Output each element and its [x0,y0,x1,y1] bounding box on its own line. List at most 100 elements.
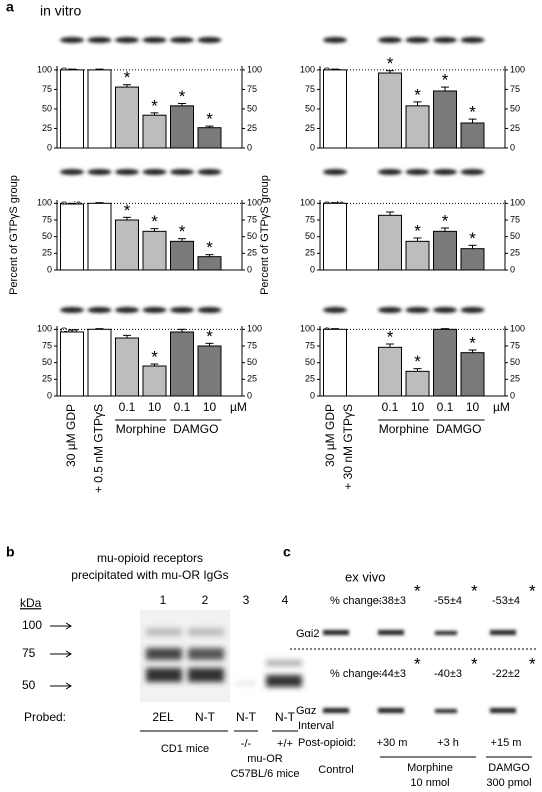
change: -44±3 [378,668,406,680]
blot-band [378,307,402,313]
y-tick-label: 0 [47,264,52,274]
significance-star: * [151,347,158,366]
y2-tick-label: 25 [510,374,520,384]
y2-tick-label: 25 [247,248,257,258]
blot-band [460,169,485,175]
blot-band [87,169,112,175]
significance-star: * [124,201,131,220]
y2-tick-label: 100 [510,64,525,74]
significance-star: * [414,85,421,104]
bar [87,328,112,397]
x-tick-label: 10 [203,400,217,414]
x-tick-label: 0.1 [119,400,136,414]
significance-star: * [469,333,476,352]
probe: N-T [195,710,216,724]
kda-label: kDa [20,596,42,610]
y2-tick-label: 0 [510,264,515,274]
y-axis-label: Percent of GTPγS group [8,175,20,295]
blot-band [142,307,167,313]
lane-number: 4 [282,593,289,607]
y-tick-label: 75 [42,84,52,94]
interval: +15 m [491,737,522,749]
blot-band [115,169,139,175]
y2-tick-label: 0 [247,390,252,400]
lane-number: 2 [202,593,209,607]
change-label: % change: [330,595,382,607]
y2-tick-label: 50 [247,357,257,367]
y2-tick-label: 100 [247,324,262,334]
blot-bands [323,630,516,713]
probe: N-T [236,710,257,724]
panel-title: in vitro [40,3,81,19]
control-label: 30 µM GDP [323,404,337,467]
blot-band [115,37,139,43]
unit-label: µM [493,400,510,414]
star: * [471,581,478,600]
bar [405,105,430,149]
panel-title: precipitated with mu-OR IgGs [71,568,228,582]
probed-label: Probed: [24,710,66,724]
change: -22±2 [492,668,520,680]
significance-star: * [442,71,449,90]
y-tick-label: 100 [300,64,315,74]
y2-tick-label: 75 [247,340,257,350]
significance-star: * [151,212,158,231]
y2-tick-label: 0 [510,390,515,400]
bar [115,337,139,397]
y-tick-label: 50 [42,357,52,367]
y2-tick-label: 25 [510,248,520,258]
significance-star: * [414,221,421,240]
group-label: 300 pmol [486,777,531,789]
bar [378,346,402,397]
y2-tick-label: 0 [247,142,252,152]
bar [460,122,485,149]
significance-star: * [151,96,158,115]
change: -53±4 [492,595,520,607]
group-label: C57BL/6 mice [230,768,299,780]
bar [115,86,139,149]
change: -38±3 [378,595,406,607]
significance-star: * [124,68,131,87]
blot-band [60,169,84,175]
group-label: Morphine [379,422,429,436]
unit-label: µM [230,400,247,414]
change: -55±4 [434,595,462,607]
lane-number: 3 [243,593,250,607]
interval: +30 m [377,737,408,749]
bar [197,127,222,149]
blot-band [170,169,194,175]
blot-band [433,169,457,175]
bar [60,203,84,271]
y-tick-label: 100 [37,324,52,334]
y2-tick-label: 25 [247,374,257,384]
blot-band [460,37,485,43]
control-label: + 30 nM GTPγS [341,404,355,490]
significance-star: * [206,238,213,257]
blot-band [405,37,430,43]
interval-label: Interval [298,720,334,732]
bar [460,248,485,271]
bar [60,69,84,149]
blot-band [323,307,347,313]
blot-band [197,307,222,313]
y2-tick-label: 50 [510,357,520,367]
group-label: Morphine [407,762,453,774]
significance-star: * [206,110,213,129]
bar [170,105,194,149]
y-tick-label: 0 [47,142,52,152]
bar [460,352,485,397]
blot-band [460,307,485,313]
blot-band [87,37,112,43]
significance-star: * [387,54,394,73]
y2-tick-label: 75 [510,84,520,94]
marker-arrows [50,622,72,690]
genotype: -/- [241,738,252,750]
bar [197,345,222,397]
bar [433,90,457,149]
y2-tick-label: 100 [510,324,525,334]
blot-band [405,307,430,313]
significance-star: * [442,211,449,230]
y-tick-label: 75 [42,340,52,350]
interval: +3 h [437,737,459,749]
